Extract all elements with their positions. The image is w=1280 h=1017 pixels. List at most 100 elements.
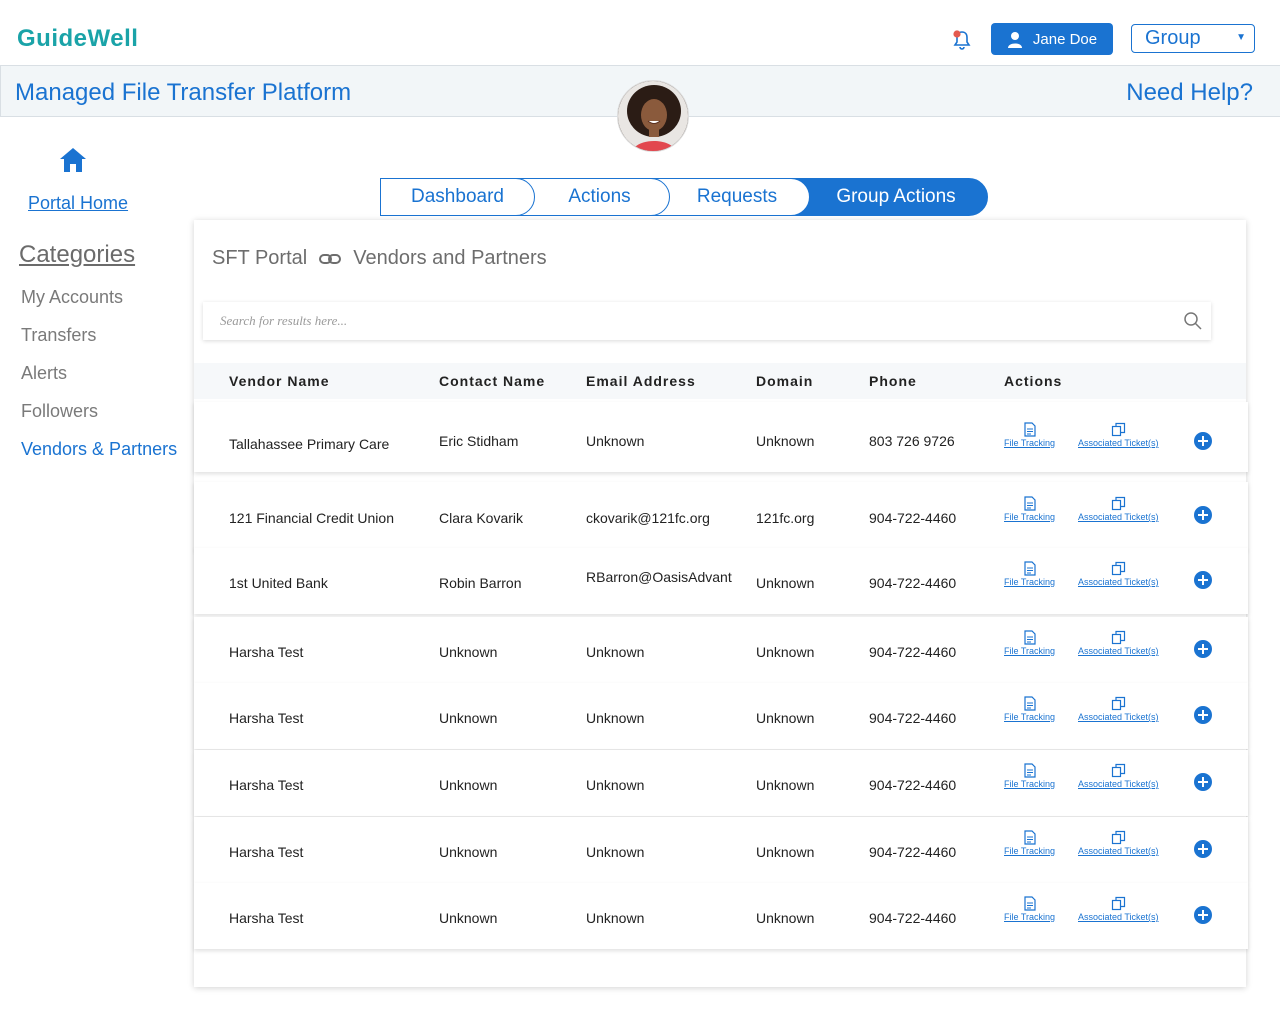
- ticket-copy-icon: [1111, 496, 1125, 511]
- add-icon[interactable]: [1194, 506, 1212, 524]
- cell-phone: 904-722-4460: [869, 510, 957, 526]
- sidebar-item-my-accounts[interactable]: My Accounts: [21, 287, 124, 307]
- user-name: Jane Doe: [1032, 30, 1098, 48]
- associated-tickets-link[interactable]: Associated Ticket(s): [1078, 696, 1159, 722]
- column-header-email[interactable]: Email Address: [586, 373, 696, 389]
- file-tracking-icon: [1023, 696, 1036, 711]
- table-row[interactable]: 1st United Bank Robin Barron RBarron@Oasis…: [194, 548, 1248, 614]
- cell-phone: 904-722-4460: [869, 910, 957, 926]
- cell-email: Unknown: [586, 433, 645, 449]
- cell-contact-name: Unknown: [439, 777, 498, 793]
- associated-tickets-label: Associated Ticket(s): [1078, 712, 1159, 722]
- associated-tickets-label: Associated Ticket(s): [1078, 577, 1159, 587]
- group-select[interactable]: Group ▼: [1131, 24, 1255, 53]
- file-tracking-label: File Tracking: [1004, 712, 1056, 722]
- associated-tickets-link[interactable]: Associated Ticket(s): [1078, 630, 1159, 656]
- associated-tickets-link[interactable]: Associated Ticket(s): [1078, 561, 1159, 587]
- top-header: GuideWell Jane Doe Group ▼: [0, 0, 1280, 66]
- associated-tickets-link[interactable]: Associated Ticket(s): [1078, 496, 1159, 522]
- ticket-copy-icon: [1111, 696, 1125, 711]
- file-tracking-label: File Tracking: [1004, 577, 1056, 587]
- column-header-actions: Actions: [1004, 373, 1063, 389]
- sidebar-item-transfers[interactable]: Transfers: [21, 325, 97, 345]
- add-icon[interactable]: [1194, 773, 1212, 791]
- file-tracking-label: File Tracking: [1004, 779, 1056, 789]
- table-row[interactable]: Harsha Test Unknown Unknown Unknown 904-722-…: [194, 617, 1248, 683]
- home-icon[interactable]: [58, 146, 88, 174]
- cell-vendor-name: Harsha Test: [229, 777, 304, 793]
- table-row[interactable]: Harsha Test Unknown Unknown Unknown 904-722-…: [194, 883, 1248, 949]
- file-tracking-icon: [1023, 561, 1036, 576]
- cell-email: Unknown: [586, 644, 645, 660]
- breadcrumb-current: Vendors and Partners: [353, 247, 547, 269]
- cell-vendor-name: Tallahassee Primary Care: [229, 436, 390, 452]
- file-tracking-label: File Tracking: [1004, 438, 1056, 448]
- caret-down-icon: ▼: [1236, 32, 1246, 43]
- search-input[interactable]: [203, 302, 1143, 340]
- cell-contact-name: Unknown: [439, 910, 498, 926]
- add-icon[interactable]: [1194, 906, 1212, 924]
- file-tracking-link[interactable]: File Tracking: [1004, 561, 1055, 587]
- table-row[interactable]: Tallahassee Primary Care Eric Stidham Unkn…: [194, 402, 1248, 472]
- add-icon[interactable]: [1194, 571, 1212, 589]
- notification-bell-icon[interactable]: [950, 28, 974, 52]
- file-tracking-label: File Tracking: [1004, 646, 1056, 656]
- associated-tickets-link[interactable]: Associated Ticket(s): [1078, 763, 1159, 789]
- cell-vendor-name: 1st United Bank: [229, 575, 328, 591]
- cell-contact-name: Eric Stidham: [439, 433, 519, 449]
- user-icon: [1007, 31, 1022, 48]
- table-row[interactable]: Harsha Test Unknown Unknown Unknown 904-722-…: [194, 683, 1248, 749]
- add-icon[interactable]: [1194, 640, 1212, 658]
- user-menu-button[interactable]: Jane Doe: [991, 23, 1113, 55]
- add-icon[interactable]: [1194, 432, 1212, 450]
- associated-tickets-link[interactable]: Associated Ticket(s): [1078, 830, 1159, 856]
- cell-vendor-name: Harsha Test: [229, 844, 304, 860]
- breadcrumb-root[interactable]: SFT Portal: [212, 247, 308, 269]
- cell-domain: Unknown: [756, 644, 815, 660]
- cell-domain: Unknown: [756, 575, 815, 591]
- ticket-copy-icon: [1111, 561, 1125, 576]
- column-header-phone[interactable]: Phone: [869, 373, 917, 389]
- column-header-contact[interactable]: Contact Name: [439, 373, 546, 389]
- cell-domain: Unknown: [756, 910, 815, 926]
- cell-contact-name: Unknown: [439, 844, 498, 860]
- tab-requests[interactable]: Requests: [650, 178, 810, 216]
- file-tracking-link[interactable]: File Tracking: [1004, 422, 1055, 448]
- table-header: Vendor Name Contact Name Email Address D…: [194, 363, 1246, 399]
- file-tracking-link[interactable]: File Tracking: [1004, 896, 1055, 922]
- associated-tickets-link[interactable]: Associated Ticket(s): [1078, 422, 1159, 448]
- table-row[interactable]: Harsha Test Unknown Unknown Unknown 904-722-…: [194, 817, 1248, 883]
- file-tracking-icon: [1023, 630, 1036, 645]
- associated-tickets-label: Associated Ticket(s): [1078, 438, 1159, 448]
- file-tracking-link[interactable]: File Tracking: [1004, 763, 1055, 789]
- tab-group-actions[interactable]: Group Actions: [790, 178, 988, 216]
- associated-tickets-link[interactable]: Associated Ticket(s): [1078, 896, 1159, 922]
- tab-dashboard[interactable]: Dashboard: [380, 178, 535, 216]
- sidebar-item-followers[interactable]: Followers: [21, 401, 99, 421]
- file-tracking-label: File Tracking: [1004, 912, 1056, 922]
- sidebar-item-vendors-partners[interactable]: Vendors & Partners: [21, 439, 178, 459]
- portal-home-link[interactable]: Portal Home: [28, 193, 129, 213]
- guidewell-logo[interactable]: GuideWell: [17, 25, 139, 52]
- group-select-value: Group: [1145, 27, 1201, 49]
- cell-domain: 121fc.org: [756, 510, 815, 526]
- associated-tickets-label: Associated Ticket(s): [1078, 779, 1159, 789]
- add-icon[interactable]: [1194, 706, 1212, 724]
- need-help-link[interactable]: Need Help?: [1126, 79, 1253, 106]
- table-row[interactable]: Harsha Test Unknown Unknown Unknown 904-722-…: [194, 750, 1248, 816]
- avatar[interactable]: [617, 80, 689, 152]
- file-tracking-link[interactable]: File Tracking: [1004, 696, 1055, 722]
- add-icon[interactable]: [1194, 840, 1212, 858]
- column-header-vendor[interactable]: Vendor Name: [229, 373, 330, 389]
- tab-actions[interactable]: Actions: [515, 178, 670, 216]
- sidebar-item-alerts[interactable]: Alerts: [21, 363, 68, 383]
- file-tracking-link[interactable]: File Tracking: [1004, 496, 1055, 522]
- cell-phone: 904-722-4460: [869, 710, 957, 726]
- search-icon[interactable]: [1183, 311, 1203, 331]
- breadcrumb: SFT Portal Vendors and Partners: [212, 247, 547, 270]
- cell-contact-name: Unknown: [439, 644, 498, 660]
- table-row[interactable]: 121 Financial Credit Union Clara Kovarik c…: [194, 482, 1248, 550]
- file-tracking-link[interactable]: File Tracking: [1004, 630, 1055, 656]
- file-tracking-link[interactable]: File Tracking: [1004, 830, 1055, 856]
- column-header-domain[interactable]: Domain: [756, 373, 814, 389]
